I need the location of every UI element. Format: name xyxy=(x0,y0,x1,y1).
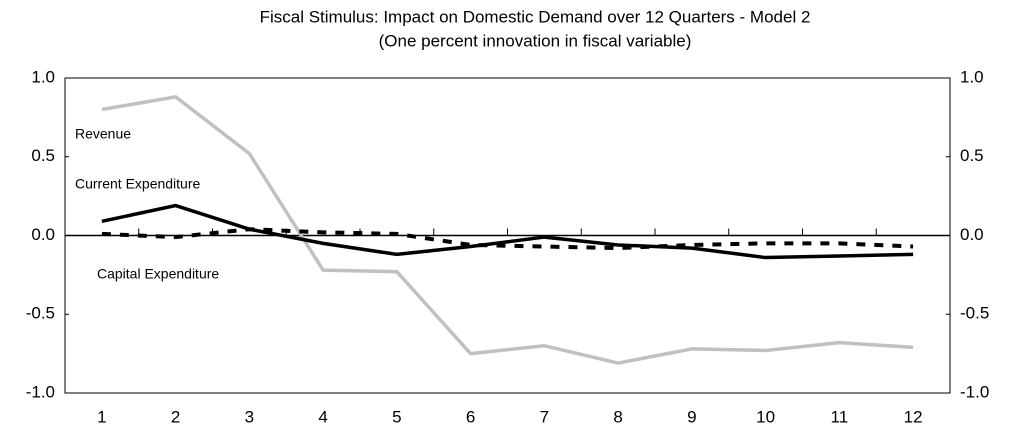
y2-tick-label: -0.5 xyxy=(960,304,989,323)
y-tick-label: 0.0 xyxy=(31,225,55,244)
x-tick-label: 6 xyxy=(466,407,475,426)
x-tick-label: 5 xyxy=(392,407,401,426)
chart-subtitle: (One percent innovation in fiscal variab… xyxy=(379,31,692,50)
series-label: Capital Expenditure xyxy=(97,266,219,282)
x-tick-label: 1 xyxy=(97,407,106,426)
y-tick-label: 0.5 xyxy=(31,146,55,165)
x-tick-label: 12 xyxy=(904,407,923,426)
y2-tick-label: 0.5 xyxy=(960,146,984,165)
series-line xyxy=(101,203,914,260)
x-tick-label: 11 xyxy=(831,407,849,426)
y2-tick-label: 0.0 xyxy=(960,225,984,244)
y-tick-label: -1.0 xyxy=(26,382,55,401)
y2-tick-label: 1.0 xyxy=(960,67,984,86)
x-tick-label: 4 xyxy=(318,407,327,426)
y-tick-label: -0.5 xyxy=(26,304,55,323)
x-tick-label: 7 xyxy=(540,407,549,426)
x-tick-label: 8 xyxy=(613,407,622,426)
y-tick-label: 1.0 xyxy=(31,67,55,86)
series-label: Revenue xyxy=(75,126,131,142)
x-tick-label: 9 xyxy=(687,407,696,426)
x-tick-label: 10 xyxy=(756,407,775,426)
y2-tick-label: -1.0 xyxy=(960,382,989,401)
series-line xyxy=(101,95,914,365)
series-label: Current Expenditure xyxy=(75,176,201,192)
x-tick-label: 3 xyxy=(245,407,254,426)
chart-title: Fiscal Stimulus: Impact on Domestic Dema… xyxy=(260,7,811,26)
x-tick-label: 2 xyxy=(171,407,180,426)
